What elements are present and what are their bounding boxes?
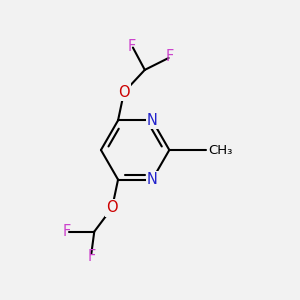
- Text: N: N: [147, 113, 158, 128]
- Text: CH₃: CH₃: [208, 143, 232, 157]
- Text: F: F: [87, 249, 95, 264]
- Text: F: F: [166, 49, 174, 64]
- Text: N: N: [147, 172, 158, 187]
- Text: F: F: [127, 39, 136, 54]
- Text: O: O: [118, 85, 130, 100]
- Text: O: O: [106, 200, 118, 215]
- Text: F: F: [62, 224, 71, 239]
